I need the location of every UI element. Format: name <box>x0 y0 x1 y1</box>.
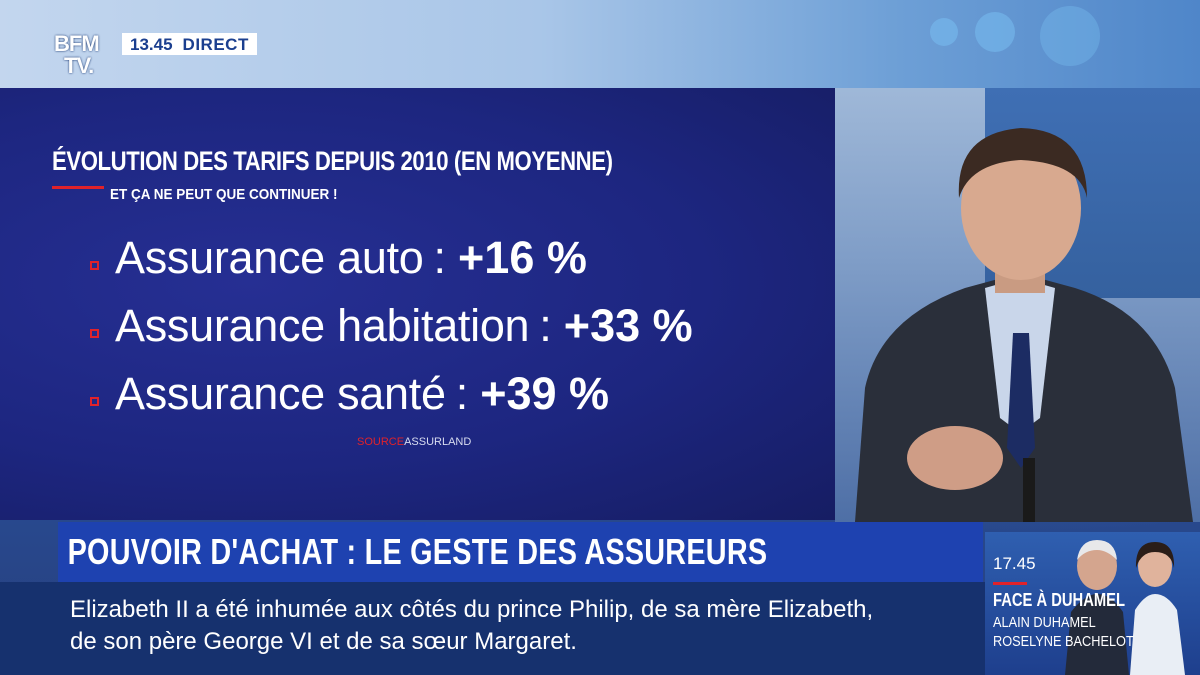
live-clock-box: 13.45 DIRECT <box>122 33 257 55</box>
rate-separator: : <box>455 368 469 419</box>
square-bullet-icon <box>90 396 99 406</box>
guest-2-hair <box>1135 542 1175 568</box>
channel-logo: BFM TV. <box>54 33 116 85</box>
guest-1-hair <box>1077 540 1117 560</box>
rate-value: +33 % <box>563 300 693 351</box>
headline-bar: POUVOIR D'ACHAT : LE GESTE DES ASSUREURS <box>58 522 983 582</box>
logo-text-top: BFM <box>54 31 100 56</box>
studio-light <box>975 12 1015 52</box>
program-guest-2: ROSELYNE BACHELOT <box>993 633 1134 650</box>
news-ticker: Elizabeth II a été inhumée aux côtés du … <box>0 582 985 675</box>
source-credit: SOURCEASSURLAND <box>357 436 471 448</box>
live-label: DIRECT <box>182 35 249 54</box>
guest-2-head <box>1138 545 1172 587</box>
rate-row-sante: Assurance santé : +39 % <box>90 366 609 422</box>
program-accent-line <box>993 582 1027 585</box>
rate-separator: : <box>433 232 447 283</box>
guest-1-suit <box>1065 594 1129 675</box>
panel-title: ÉVOLUTION DES TARIFS DEPUIS 2010 (EN MOY… <box>52 146 613 176</box>
program-time: 17.45 <box>993 554 1036 573</box>
ticker-line-1: Elizabeth II a été inhumée aux côtés du … <box>70 596 874 623</box>
ticker-line-2: de son père George VI et de sa sœur Marg… <box>70 628 577 655</box>
rate-row-auto: Assurance auto : +16 % <box>90 230 587 286</box>
headline-text: POUVOIR D'ACHAT : LE GESTE DES ASSUREURS <box>67 531 768 572</box>
panel-subtitle: ET ÇA NE PEUT QUE CONTINUER ! <box>110 186 338 203</box>
presenter-tie <box>1007 333 1035 468</box>
guest-1-head <box>1077 542 1117 590</box>
studio-light <box>1040 6 1100 66</box>
presenter-hair <box>958 128 1087 198</box>
rate-row-habitation: Assurance habitation : +33 % <box>90 298 693 354</box>
square-bullet-icon <box>90 328 99 338</box>
presenter-silhouette-icon <box>855 128 1193 522</box>
guest-2-dress <box>1130 594 1185 675</box>
microphone <box>1023 458 1035 522</box>
logo-text-bottom: TV. <box>64 53 94 78</box>
presenter-hand <box>907 426 1003 490</box>
studio-light <box>930 18 958 46</box>
rate-value: +16 % <box>458 232 587 283</box>
info-panel <box>0 88 835 520</box>
rate-value: +39 % <box>480 368 610 419</box>
rate-label: Assurance habitation <box>115 300 530 351</box>
source-name: ASSURLAND <box>404 436 472 448</box>
rate-label: Assurance auto <box>115 232 424 283</box>
next-program-box: 17.45 FACE À DUHAMEL ALAIN DUHAMEL ROSEL… <box>985 532 1200 675</box>
program-guest-1: ALAIN DUHAMEL <box>993 614 1096 631</box>
rate-label: Assurance santé <box>115 368 446 419</box>
presenter-video <box>835 88 1200 522</box>
square-bullet-icon <box>90 260 99 270</box>
guest-portraits-icon <box>1065 540 1185 675</box>
rate-separator: : <box>539 300 552 351</box>
clock-time: 13.45 <box>130 35 173 54</box>
presenter-head <box>961 136 1081 280</box>
source-prefix: SOURCE <box>357 436 405 448</box>
program-title: FACE À DUHAMEL <box>993 590 1126 610</box>
title-accent-line <box>52 186 104 189</box>
